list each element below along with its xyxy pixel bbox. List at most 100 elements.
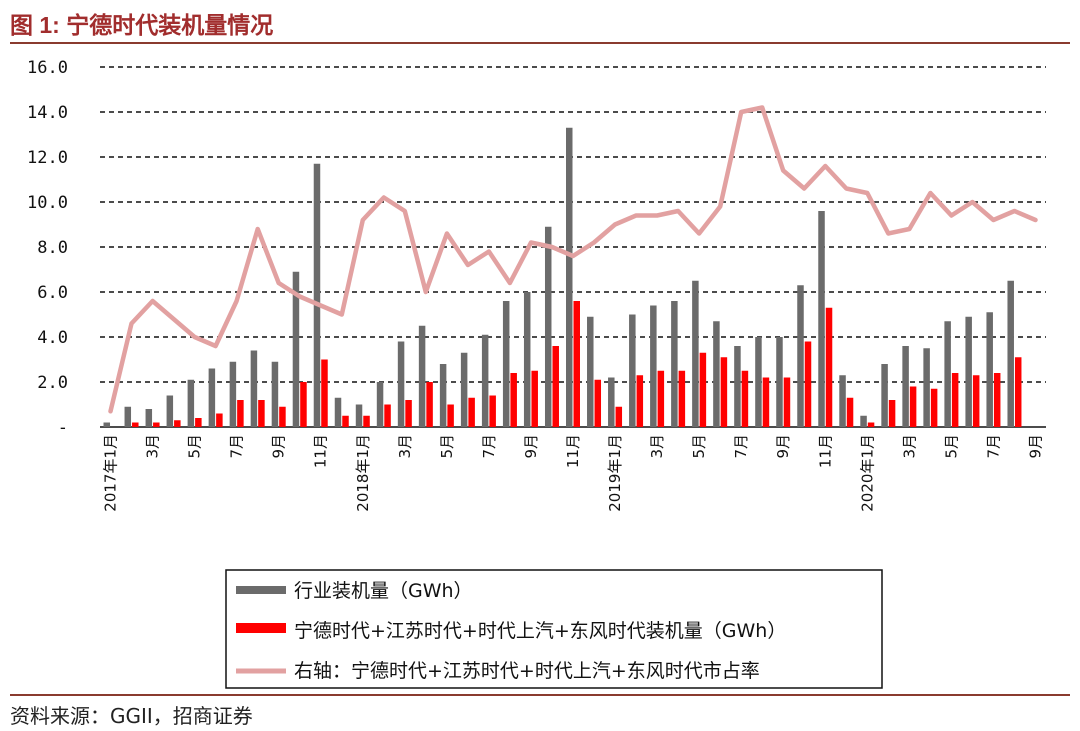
bar-industry xyxy=(439,364,447,427)
bar-catl xyxy=(762,377,770,427)
legend-swatch-industry xyxy=(236,586,286,594)
figure-header: 图 1: 宁德时代装机量情况 xyxy=(10,4,1070,42)
bars-group xyxy=(103,127,1022,427)
x-tick-label: 11月 xyxy=(564,434,582,468)
x-tick-label: 2020年1月 xyxy=(858,434,876,512)
bar-industry xyxy=(460,352,468,427)
bar-industry xyxy=(523,292,531,427)
bar-catl xyxy=(279,406,286,427)
x-tick-label: 7月 xyxy=(984,434,1002,459)
y-tick-label: 8.0 xyxy=(37,238,68,258)
bar-catl xyxy=(867,422,875,427)
bar-industry xyxy=(481,334,489,427)
x-tick-label: 2018年1月 xyxy=(354,434,372,512)
x-tick-label: 7月 xyxy=(480,434,498,459)
bar-catl xyxy=(300,382,307,427)
bar-catl xyxy=(384,404,391,427)
x-tick-label: 11月 xyxy=(816,434,834,468)
bar-industry xyxy=(376,382,384,427)
bar-industry xyxy=(355,404,363,427)
x-tick-label: 9月 xyxy=(774,434,792,459)
bar-catl xyxy=(489,395,496,427)
bar-catl xyxy=(699,352,707,427)
y-tick-label: 4.0 xyxy=(37,328,68,348)
bar-industry xyxy=(755,337,762,427)
bar-catl xyxy=(636,375,644,427)
bar-catl xyxy=(531,370,538,427)
bar-industry xyxy=(944,321,951,427)
bar-catl xyxy=(783,377,791,427)
legend: 行业装机量（GWh） 宁德时代+江苏时代+时代上汽+东风时代装机量（GWh） 右… xyxy=(225,569,883,689)
bar-catl xyxy=(552,346,559,427)
bar-catl xyxy=(741,370,749,427)
bar-catl xyxy=(237,400,244,427)
bar-industry xyxy=(734,346,741,427)
bar-industry xyxy=(1007,280,1014,427)
bar-industry xyxy=(208,368,216,427)
x-tick-label: 7月 xyxy=(228,434,246,459)
bar-industry xyxy=(250,350,258,427)
bar-industry xyxy=(776,337,783,427)
bar-industry xyxy=(166,395,174,427)
bar-industry xyxy=(544,226,552,427)
y-axis-ticks: - 2.0 4.0 6.0 8.0 10.0 12.0 14.0 16.0 xyxy=(27,58,68,438)
bar-industry xyxy=(229,361,237,427)
legend-label-share: 右轴：宁德时代+江苏时代+时代上汽+东风时代市占率 xyxy=(294,660,760,682)
title-rule xyxy=(10,42,1070,44)
y-tick-label: 2.0 xyxy=(37,373,68,393)
bar-catl xyxy=(426,382,433,427)
bar-industry xyxy=(145,409,153,427)
bar-catl xyxy=(909,386,917,427)
x-tick-label: 9月 xyxy=(1026,434,1044,459)
x-tick-label: 3月 xyxy=(396,434,414,459)
y-tick-label: 10.0 xyxy=(27,193,68,213)
bar-catl xyxy=(951,373,959,427)
bar-industry xyxy=(797,285,804,427)
bar-catl xyxy=(594,379,602,427)
bar-catl xyxy=(321,359,328,427)
bar-industry xyxy=(986,312,993,427)
x-tick-label: 3月 xyxy=(144,434,162,459)
bar-industry xyxy=(860,415,867,427)
bar-catl xyxy=(153,422,160,427)
bar-catl xyxy=(615,406,623,427)
legend-label-industry: 行业装机量（GWh） xyxy=(294,580,473,602)
x-tick-label: 9月 xyxy=(522,434,540,459)
bar-catl xyxy=(888,400,896,427)
bar-catl xyxy=(972,375,980,427)
x-tick-label: 2019年1月 xyxy=(606,434,624,512)
bar-catl xyxy=(174,420,181,427)
legend-box xyxy=(225,569,883,689)
bar-industry xyxy=(650,305,657,427)
bar-catl xyxy=(846,397,854,427)
chart-grid xyxy=(100,66,1046,428)
bar-catl xyxy=(468,397,475,427)
x-tick-label: 3月 xyxy=(900,434,918,459)
bar-industry xyxy=(671,301,678,427)
y-tick-label: - xyxy=(58,418,68,438)
bar-industry xyxy=(566,127,573,427)
bar-catl xyxy=(405,400,412,427)
share-line-group xyxy=(108,105,1038,414)
bar-catl xyxy=(363,415,370,427)
x-tick-label: 5月 xyxy=(690,434,708,459)
bar-industry xyxy=(397,341,405,427)
bar-industry xyxy=(334,397,342,427)
bar-industry xyxy=(923,348,930,427)
x-tick-label: 5月 xyxy=(186,434,204,459)
bar-industry xyxy=(692,280,699,427)
bar-catl xyxy=(1014,357,1022,427)
bar-industry xyxy=(818,211,825,427)
bar-industry xyxy=(881,364,888,427)
figure-title: 图 1: 宁德时代装机量情况 xyxy=(10,12,274,38)
bar-industry xyxy=(629,314,636,427)
bar-catl xyxy=(804,341,812,427)
bar-catl xyxy=(258,400,265,427)
x-tick-label: 7月 xyxy=(732,434,750,459)
bar-industry xyxy=(187,379,195,427)
bar-catl xyxy=(132,422,139,427)
bar-catl xyxy=(573,301,580,427)
bar-catl xyxy=(993,373,1001,427)
bar-industry xyxy=(902,346,909,427)
